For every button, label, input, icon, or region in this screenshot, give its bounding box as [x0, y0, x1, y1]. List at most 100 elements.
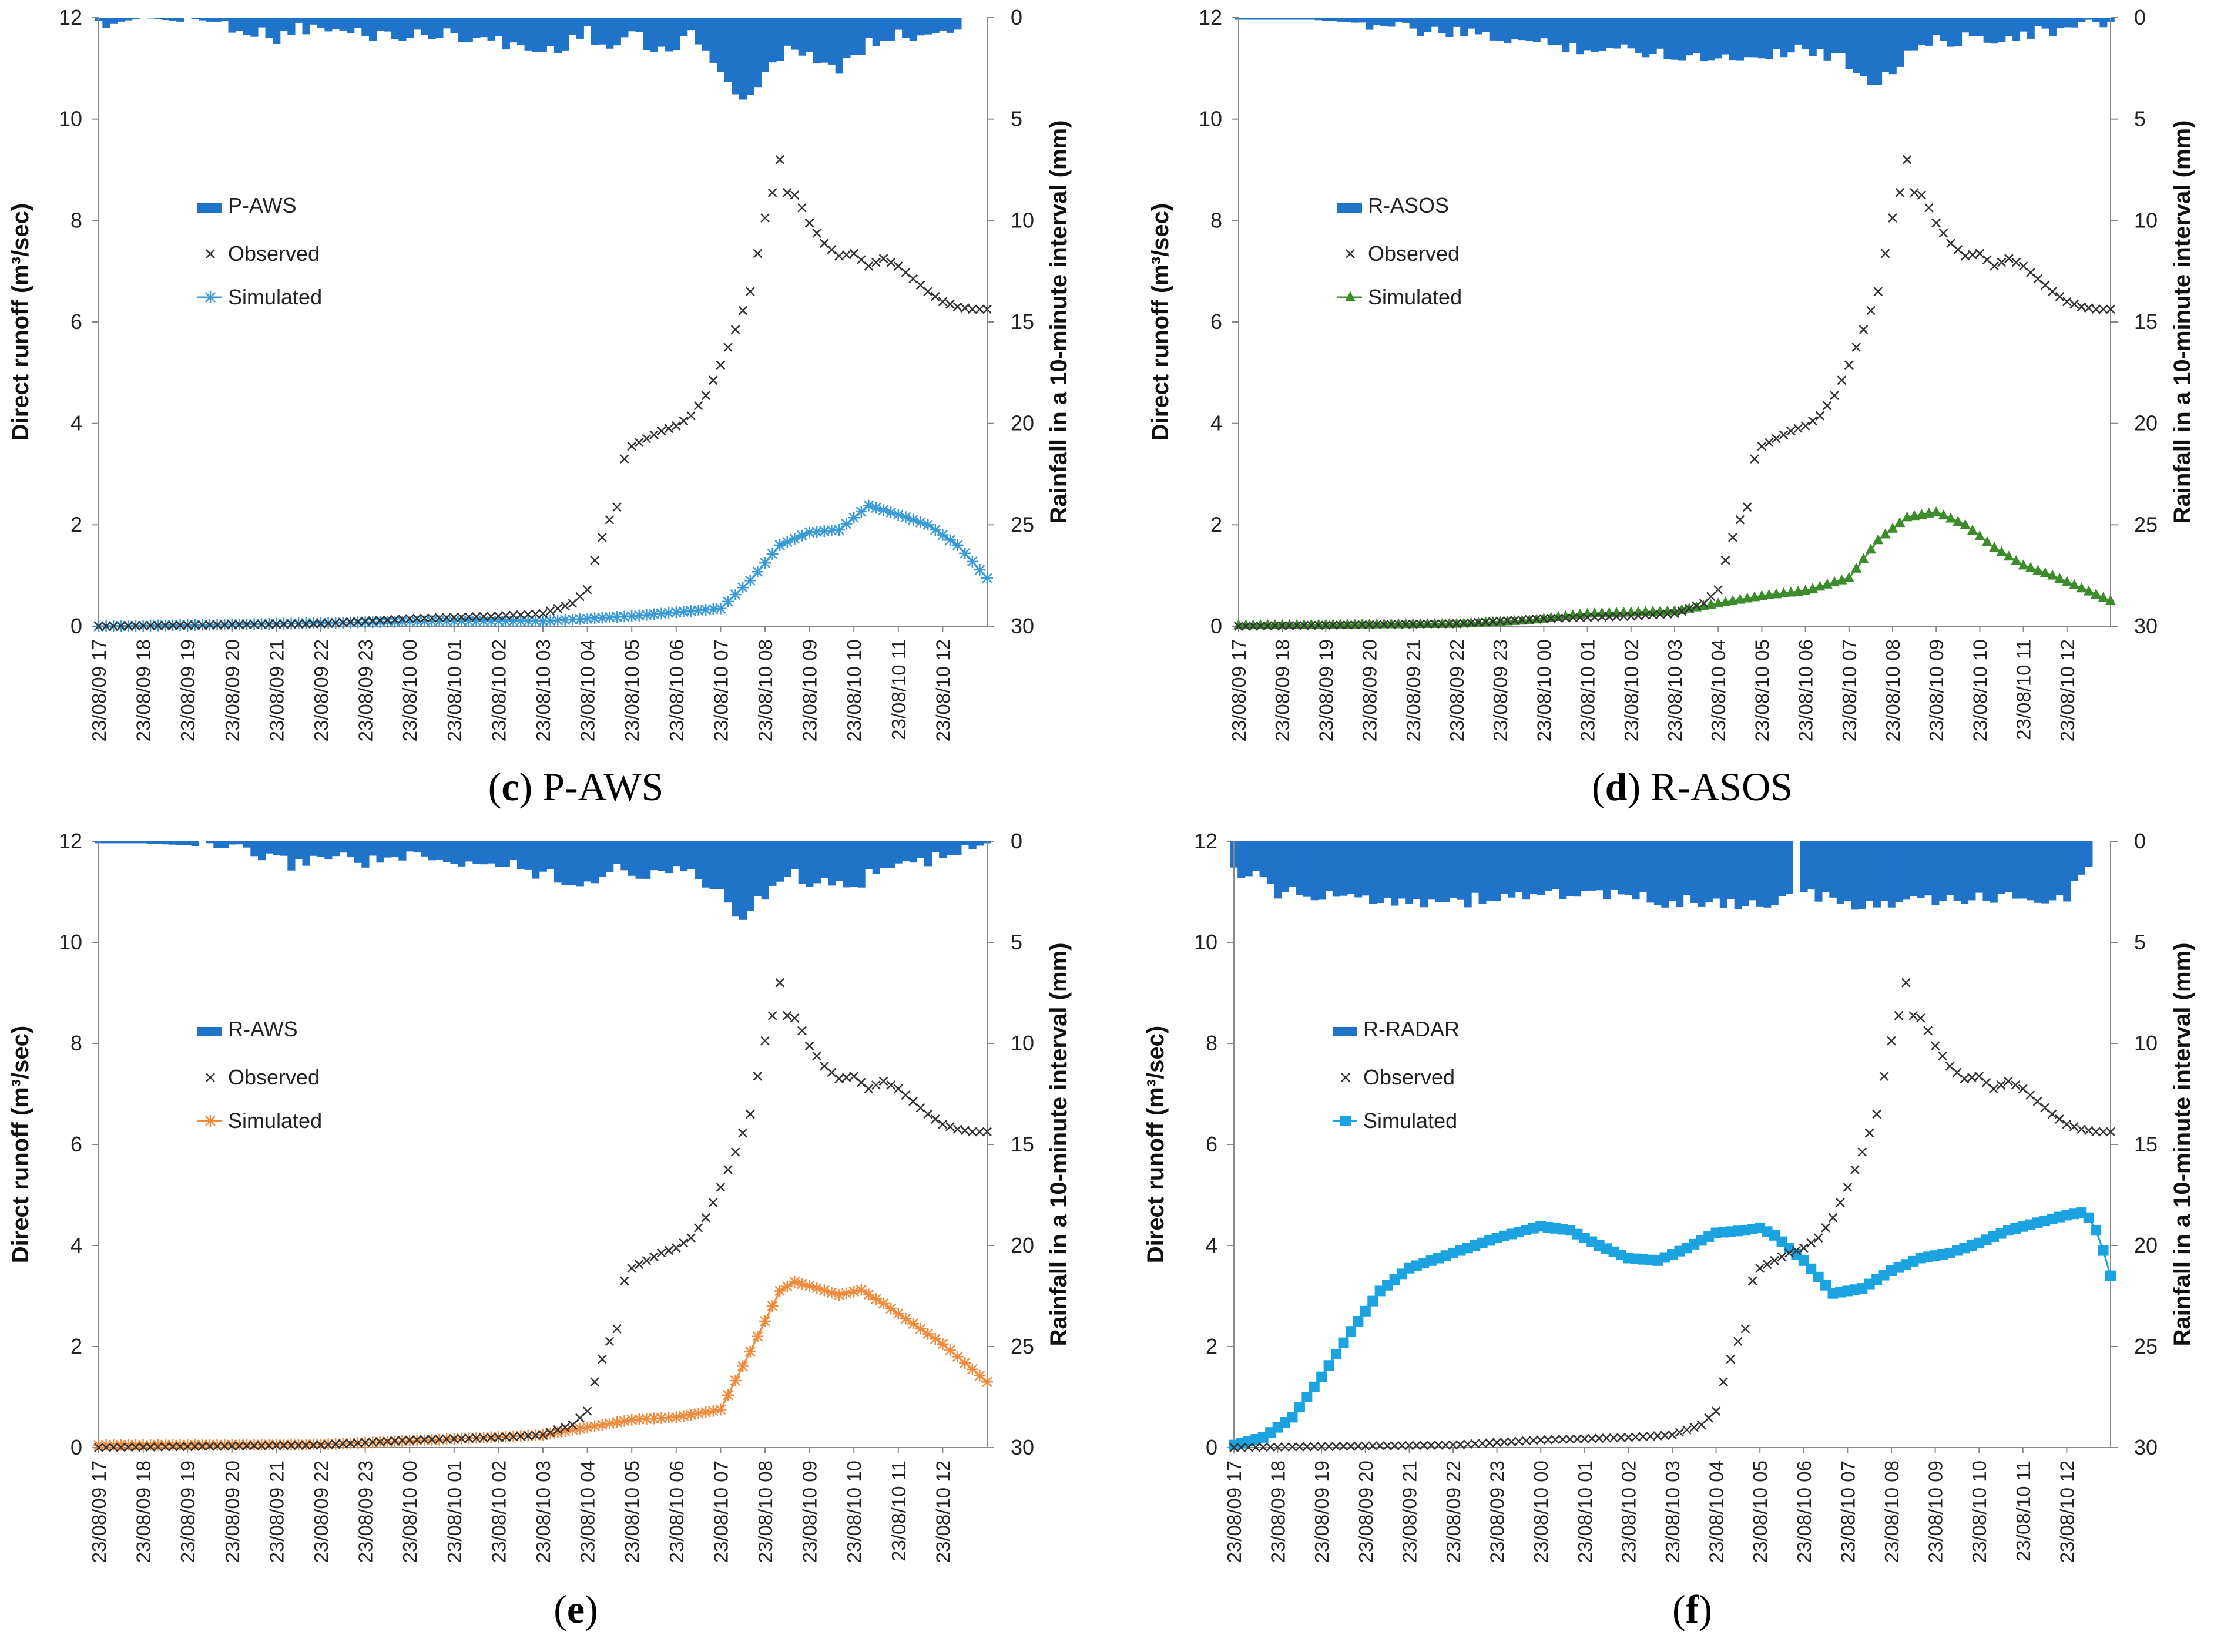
observed-point	[1466, 618, 1476, 628]
rain-bar	[125, 841, 133, 844]
rain-bar	[1383, 841, 1391, 898]
observed-point	[612, 502, 622, 512]
y2-tick-label: 15	[1011, 1132, 1034, 1156]
observed-point	[1485, 1438, 1495, 1448]
observed-point	[1423, 619, 1433, 629]
rain-bar	[1734, 841, 1742, 909]
observed-point	[1923, 1026, 1933, 1036]
y-tick-label: 0	[1210, 614, 1222, 638]
chart-panel-d: 0 2 4 6 8 10 12 0 5 10 15 20 25 30 Direct runoff (m³/s…	[1148, 5, 2195, 741]
x-tick-label: 23/08/10 11	[2012, 1460, 2034, 1562]
rain-bar	[1800, 841, 1808, 892]
observed-point	[494, 611, 504, 621]
rain-bar	[754, 18, 762, 88]
rain-bar	[820, 18, 828, 63]
observed-point	[2091, 1127, 2101, 1137]
simulated-point	[640, 609, 653, 621]
observed-point	[952, 1124, 962, 1134]
rain-bar	[1500, 841, 1508, 894]
observed-point	[464, 612, 474, 622]
observed-point	[2106, 304, 2115, 314]
observed-point	[1408, 619, 1418, 629]
rain-bar	[280, 18, 288, 31]
rain-bar	[361, 841, 370, 868]
y-tick-label: 0	[71, 614, 82, 638]
simulated-point	[937, 529, 949, 541]
simulated-point	[522, 615, 534, 627]
rain-bar	[591, 841, 599, 884]
simulated-point	[470, 615, 482, 627]
observed-point	[464, 1433, 474, 1443]
rain-bar	[2034, 18, 2042, 26]
rain-bar	[1646, 841, 1655, 903]
observed-point	[390, 615, 400, 624]
observed-point	[1350, 620, 1360, 630]
simulated-point	[907, 513, 919, 526]
rain-bar	[236, 18, 244, 31]
rain-bar	[1823, 18, 1831, 61]
simulated-point	[611, 1416, 623, 1428]
simulated-point	[241, 1439, 253, 1451]
simulated-point	[811, 1282, 823, 1294]
rain-bar	[1329, 18, 1337, 21]
simulated-point	[108, 1439, 120, 1451]
rain-bar	[265, 841, 273, 854]
legend-rain-swatch	[197, 1027, 222, 1036]
rain-bar	[435, 841, 444, 860]
simulated-point	[581, 613, 593, 625]
rain-bar	[1975, 841, 1983, 893]
observed-point	[908, 1097, 918, 1106]
observed-point	[1880, 249, 1890, 258]
rain-bar	[428, 18, 436, 39]
rain-bar	[1358, 18, 1367, 23]
observed-point	[1507, 1437, 1517, 1446]
simulated-point	[752, 1330, 764, 1342]
simulated-point	[559, 1425, 571, 1438]
simulated-point	[1865, 543, 1876, 554]
observed-point	[1684, 603, 1694, 613]
observed-point	[1910, 187, 1919, 197]
x-tick-label: 23/08/10 03	[532, 1460, 554, 1563]
observed-point	[131, 1442, 140, 1452]
observed-point	[2069, 299, 2079, 309]
simulated-point	[1553, 611, 1564, 622]
simulated-point	[1371, 618, 1382, 629]
rain-bar	[732, 18, 740, 95]
simulated-point	[1342, 618, 1353, 629]
observed-point	[2048, 287, 2057, 297]
x-tick-label: 23/08/10 03	[1664, 639, 1686, 741]
observed-point	[101, 621, 111, 631]
observed-point	[856, 1077, 866, 1087]
simulated-point	[774, 1285, 786, 1297]
observed-point	[1474, 617, 1483, 627]
observed-point	[331, 1439, 341, 1449]
simulated-point	[1873, 534, 1884, 545]
simulated-point	[544, 1428, 556, 1440]
observed-point	[1492, 1438, 1502, 1448]
observed-point	[693, 401, 703, 411]
simulated-point	[441, 615, 453, 627]
observed-point	[1757, 441, 1767, 451]
rain-bar	[857, 18, 866, 55]
observed-point	[523, 609, 533, 619]
rain-bar	[865, 18, 873, 38]
simulated-point	[367, 616, 379, 629]
rain-bar	[1361, 841, 1370, 896]
simulated-point	[1407, 618, 1418, 629]
x-tick-label: 23/08/10 11	[2013, 639, 2035, 740]
rain-bar	[1511, 18, 1519, 40]
observed-point	[901, 267, 911, 277]
observed-point	[338, 1439, 348, 1449]
observed-point	[664, 1245, 674, 1255]
rain-bar	[169, 841, 177, 845]
rain-bar	[1610, 841, 1618, 890]
observed-point	[316, 1440, 326, 1450]
rain-bar	[250, 18, 259, 37]
observed-point	[205, 1441, 214, 1451]
rain-bar	[613, 841, 621, 864]
observed-point	[153, 620, 163, 630]
observed-point	[738, 1128, 748, 1138]
rain-bar	[1931, 841, 1940, 905]
legend-simulated-label: Simulated	[1368, 285, 1462, 309]
